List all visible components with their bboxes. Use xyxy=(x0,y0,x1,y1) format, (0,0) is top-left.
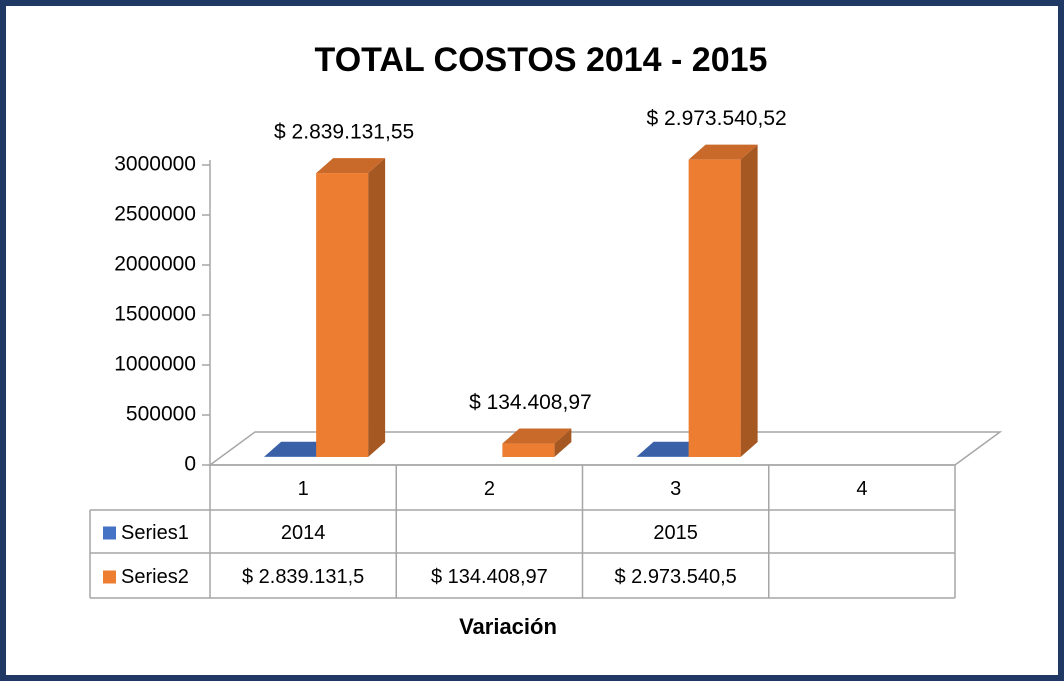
data-label: $ 2.973.540,52 xyxy=(647,107,787,130)
x-axis-label: Variación xyxy=(459,614,557,639)
table-cell: $ 134.408,97 xyxy=(431,566,548,588)
bar xyxy=(316,173,369,457)
y-tick-label: 3000000 xyxy=(114,153,196,176)
bar-top xyxy=(502,428,572,444)
table-cell: 2014 xyxy=(281,522,326,544)
y-tick-label: 1000000 xyxy=(114,353,196,376)
table-cell: 2015 xyxy=(653,522,698,544)
legend-label: Series2 xyxy=(121,566,189,588)
legend-key xyxy=(103,526,116,540)
y-tick-label: 0 xyxy=(184,453,196,476)
legend-label: Series1 xyxy=(121,522,189,544)
bar-side xyxy=(368,158,386,457)
chart-title: TOTAL COSTOS 2014 - 2015 xyxy=(315,41,768,79)
table-cell: $ 2.973.540,5 xyxy=(614,566,736,588)
legend-key xyxy=(103,570,116,584)
data-label: $ 134.408,97 xyxy=(469,391,592,414)
bar xyxy=(502,443,555,457)
bar-top xyxy=(264,441,334,457)
x-tick-label: 2 xyxy=(484,478,495,500)
y-tick-label: 2500000 xyxy=(114,203,196,226)
y-tick-label: 2000000 xyxy=(114,253,196,276)
x-tick-label: 3 xyxy=(670,478,681,500)
x-tick-label: 1 xyxy=(298,478,309,500)
x-tick-label: 4 xyxy=(856,478,867,500)
bar-side xyxy=(740,144,758,458)
data-label: $ 2.839.131,55 xyxy=(274,121,414,144)
bar-side xyxy=(554,428,572,457)
bar-top xyxy=(636,441,706,457)
bar-top xyxy=(316,158,386,174)
y-tick-label: 1500000 xyxy=(114,303,196,326)
y-tick-label: 500000 xyxy=(126,403,196,426)
table-cell: $ 2.839.131,5 xyxy=(242,566,364,588)
bar-top xyxy=(688,144,758,160)
bar xyxy=(688,159,741,458)
